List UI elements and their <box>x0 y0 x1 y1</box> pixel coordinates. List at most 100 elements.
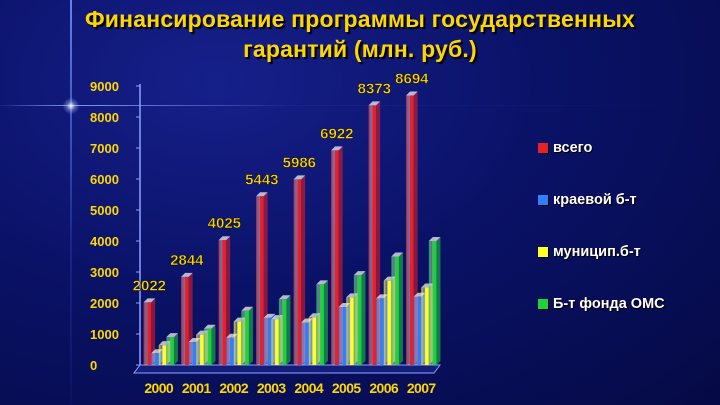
x-tick-label: 2003 <box>257 380 287 396</box>
bar-municipal-2005 <box>346 297 354 365</box>
x-tick-label: 2006 <box>369 380 399 396</box>
legend-swatch <box>538 247 548 257</box>
bar-oms-2007 <box>428 241 437 365</box>
title-line-1: Финансирование программы государственных <box>84 6 636 32</box>
y-tick-label: 6000 <box>90 172 119 187</box>
x-tick-label: 2007 <box>407 380 437 396</box>
data-label-total: 8373 <box>358 80 391 97</box>
bar-top <box>293 175 306 180</box>
bar-regional-2005 <box>338 307 347 365</box>
bar-regional-2001 <box>188 342 197 365</box>
x-tick-label: 2002 <box>219 380 249 396</box>
bar-top <box>218 236 231 241</box>
bar-total-2000 <box>143 302 152 365</box>
bar-total-2005 <box>331 150 339 365</box>
data-label-total: 6922 <box>320 125 353 142</box>
y-tick-label: 2000 <box>90 296 119 311</box>
x-tick-label: 2001 <box>182 380 212 396</box>
bar-municipal-2001 <box>196 334 204 365</box>
chart-bars <box>143 91 441 366</box>
bar-side <box>361 271 366 365</box>
bar-oms-2001 <box>203 328 212 365</box>
bar-regional-2002 <box>226 337 234 365</box>
bar-municipal-2006 <box>383 280 392 365</box>
bar-oms-2006 <box>391 256 399 365</box>
data-label-total: 2022 <box>133 277 166 294</box>
bar-top <box>181 272 193 277</box>
sparkle-decoration <box>62 98 80 114</box>
bar-municipal-2003 <box>271 319 279 365</box>
bar-top <box>428 237 441 241</box>
bar-top <box>241 306 253 311</box>
legend-item-municipal-budget: муницип.б-т <box>538 242 718 262</box>
legend-item-regional-budget: краевой б-т <box>538 190 718 210</box>
bar-total-2001 <box>181 276 189 365</box>
bar-side <box>211 324 216 365</box>
legend-item-total: всего <box>538 138 718 158</box>
bar-regional-2003 <box>263 317 272 365</box>
page-title: Финансирование программы государственных… <box>0 4 720 64</box>
bar-total-2002 <box>218 240 227 365</box>
legend-label: всего <box>553 140 593 156</box>
bar-regional-2007 <box>413 296 422 365</box>
bar-municipal-2002 <box>233 321 242 365</box>
x-tick-label: 2005 <box>332 380 362 396</box>
legend-label: Б-т фонда ОМС <box>553 296 665 312</box>
bar-oms-2002 <box>241 310 249 365</box>
title-line-2: гарантий (млн. руб.) <box>243 36 477 62</box>
bar-side <box>301 175 306 365</box>
y-tick-label: 1000 <box>90 327 119 342</box>
bar-top <box>391 252 403 257</box>
bar-regional-2004 <box>301 322 309 365</box>
bar-top <box>256 192 268 197</box>
bar-top <box>353 271 366 276</box>
bar-side <box>173 333 178 365</box>
bar-side <box>323 280 328 365</box>
x-tick-label: 2000 <box>144 380 174 396</box>
y-tick-label: 3000 <box>90 265 119 280</box>
bar-side <box>286 295 291 365</box>
bar-side <box>226 236 231 365</box>
bar-top <box>143 298 156 303</box>
decorative-horizontal-line <box>0 105 720 106</box>
bar-regional-2006 <box>376 298 384 365</box>
bar-side <box>398 252 403 365</box>
bar-top <box>331 146 343 151</box>
legend-swatch <box>538 299 548 309</box>
bar-total-2004 <box>293 179 302 365</box>
y-tick-label: 7000 <box>90 141 119 156</box>
bar-regional-2000 <box>151 353 159 365</box>
bar-municipal-2000 <box>158 345 167 365</box>
bar-oms-2005 <box>353 275 362 365</box>
decorative-vertical-line <box>70 0 72 405</box>
bar-total-2003 <box>256 196 264 365</box>
legend-label: краевой б-т <box>553 192 637 208</box>
bar-oms-2003 <box>278 299 287 365</box>
bar-oms-2000 <box>166 337 174 365</box>
data-label-total: 2844 <box>170 252 204 269</box>
bar-side <box>436 237 441 365</box>
bar-oms-2004 <box>316 284 324 365</box>
y-tick-label: 8000 <box>90 110 119 125</box>
legend-label: муницип.б-т <box>553 244 641 260</box>
data-label-total: 5986 <box>283 154 316 171</box>
bar-total-2007 <box>406 95 414 366</box>
bar-top <box>316 280 328 285</box>
data-label-total: 4025 <box>208 215 241 232</box>
bar-top <box>263 313 276 318</box>
data-label-total: 5443 <box>245 171 278 188</box>
chart-legend: всего краевой б-т муницип.б-т Б-т фонда … <box>538 138 718 346</box>
legend-item-oms-fund: Б-т фонда ОМС <box>538 294 718 314</box>
bar-top <box>166 333 178 338</box>
chart-floor <box>133 364 441 374</box>
bar-municipal-2004 <box>308 317 317 365</box>
bar-top <box>278 295 291 300</box>
bar-side <box>151 298 156 365</box>
bar-top <box>368 101 381 106</box>
legend-swatch <box>538 195 548 205</box>
y-tick-label: 5000 <box>90 203 119 218</box>
bar-municipal-2007 <box>421 287 429 365</box>
x-tick-label: 2004 <box>294 380 324 396</box>
